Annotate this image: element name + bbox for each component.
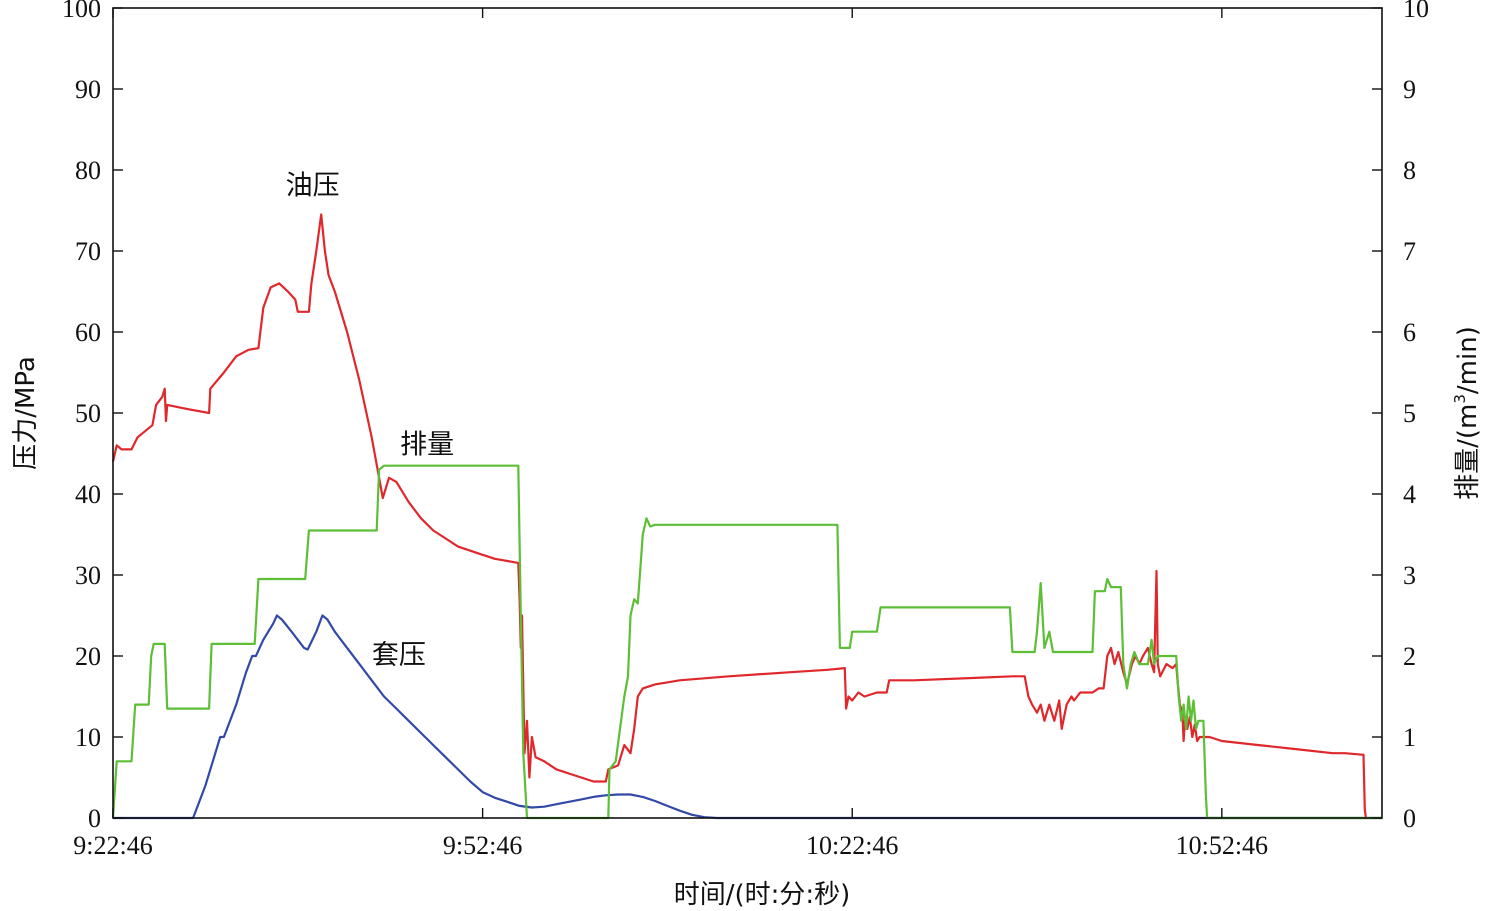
y-axis-label-right-prefix: 排量/(m <box>1453 404 1483 500</box>
y-right-tick-label: 5 <box>1403 399 1416 428</box>
y-left-tick-label: 10 <box>75 723 101 752</box>
y-left-tick-label: 90 <box>75 75 101 104</box>
y-axis-label-right: 排量/(m3/min) <box>1451 326 1483 500</box>
y-right-tick-label: 6 <box>1403 318 1416 347</box>
y-left-tick-label: 40 <box>75 480 101 509</box>
y-left-tick-label: 70 <box>75 237 101 266</box>
y-right-tick-label: 10 <box>1403 0 1429 23</box>
series-layer <box>111 213 1382 820</box>
y-right-tick-label: 9 <box>1403 75 1416 104</box>
y-right-tick-label: 7 <box>1403 237 1416 266</box>
y-right-tick-label: 0 <box>1403 804 1416 833</box>
x-axis-label: 时间/(时:分:秒) <box>674 880 851 910</box>
series-line-1 <box>113 614 1382 820</box>
y-ticks-left: 0 10 20 30 40 50 60 70 80 90 100 <box>62 0 123 833</box>
y-right-tick-label: 2 <box>1403 642 1416 671</box>
series-line-0 <box>111 213 1368 819</box>
x-ticks: 9:22:46 9:52:46 10:22:46 10:52:46 <box>73 8 1268 860</box>
y-axis-label-right-sup: 3 <box>1451 394 1469 404</box>
y-right-tick-label: 3 <box>1403 561 1416 590</box>
x-tick-label: 9:52:46 <box>443 831 522 860</box>
series-line-2 <box>111 464 1382 820</box>
x-tick-label: 9:22:46 <box>73 831 152 860</box>
x-tick-label: 10:52:46 <box>1176 831 1268 860</box>
annotation-label: 套压 <box>372 640 426 671</box>
y-left-tick-label: 60 <box>75 318 101 347</box>
annotation-label: 油压 <box>286 170 340 201</box>
y-left-tick-label: 100 <box>62 0 101 23</box>
x-tick-label: 10:22:46 <box>806 831 898 860</box>
y-ticks-right: 0 1 2 3 4 5 6 7 8 9 10 <box>1372 0 1429 833</box>
y-right-tick-label: 4 <box>1403 480 1416 509</box>
annotation-label: 排量 <box>400 430 454 461</box>
y-left-tick-label: 30 <box>75 561 101 590</box>
y-left-tick-label: 80 <box>75 156 101 185</box>
y-axis-label-left: 压力/MPa <box>11 356 41 470</box>
y-axis-label-right-suffix: /min) <box>1453 326 1483 394</box>
y-left-tick-label: 50 <box>75 399 101 428</box>
plot-frame <box>112 7 1383 819</box>
y-right-tick-label: 1 <box>1403 723 1416 752</box>
y-left-tick-label: 0 <box>88 804 101 833</box>
y-right-tick-label: 8 <box>1403 156 1416 185</box>
y-left-tick-label: 20 <box>75 642 101 671</box>
